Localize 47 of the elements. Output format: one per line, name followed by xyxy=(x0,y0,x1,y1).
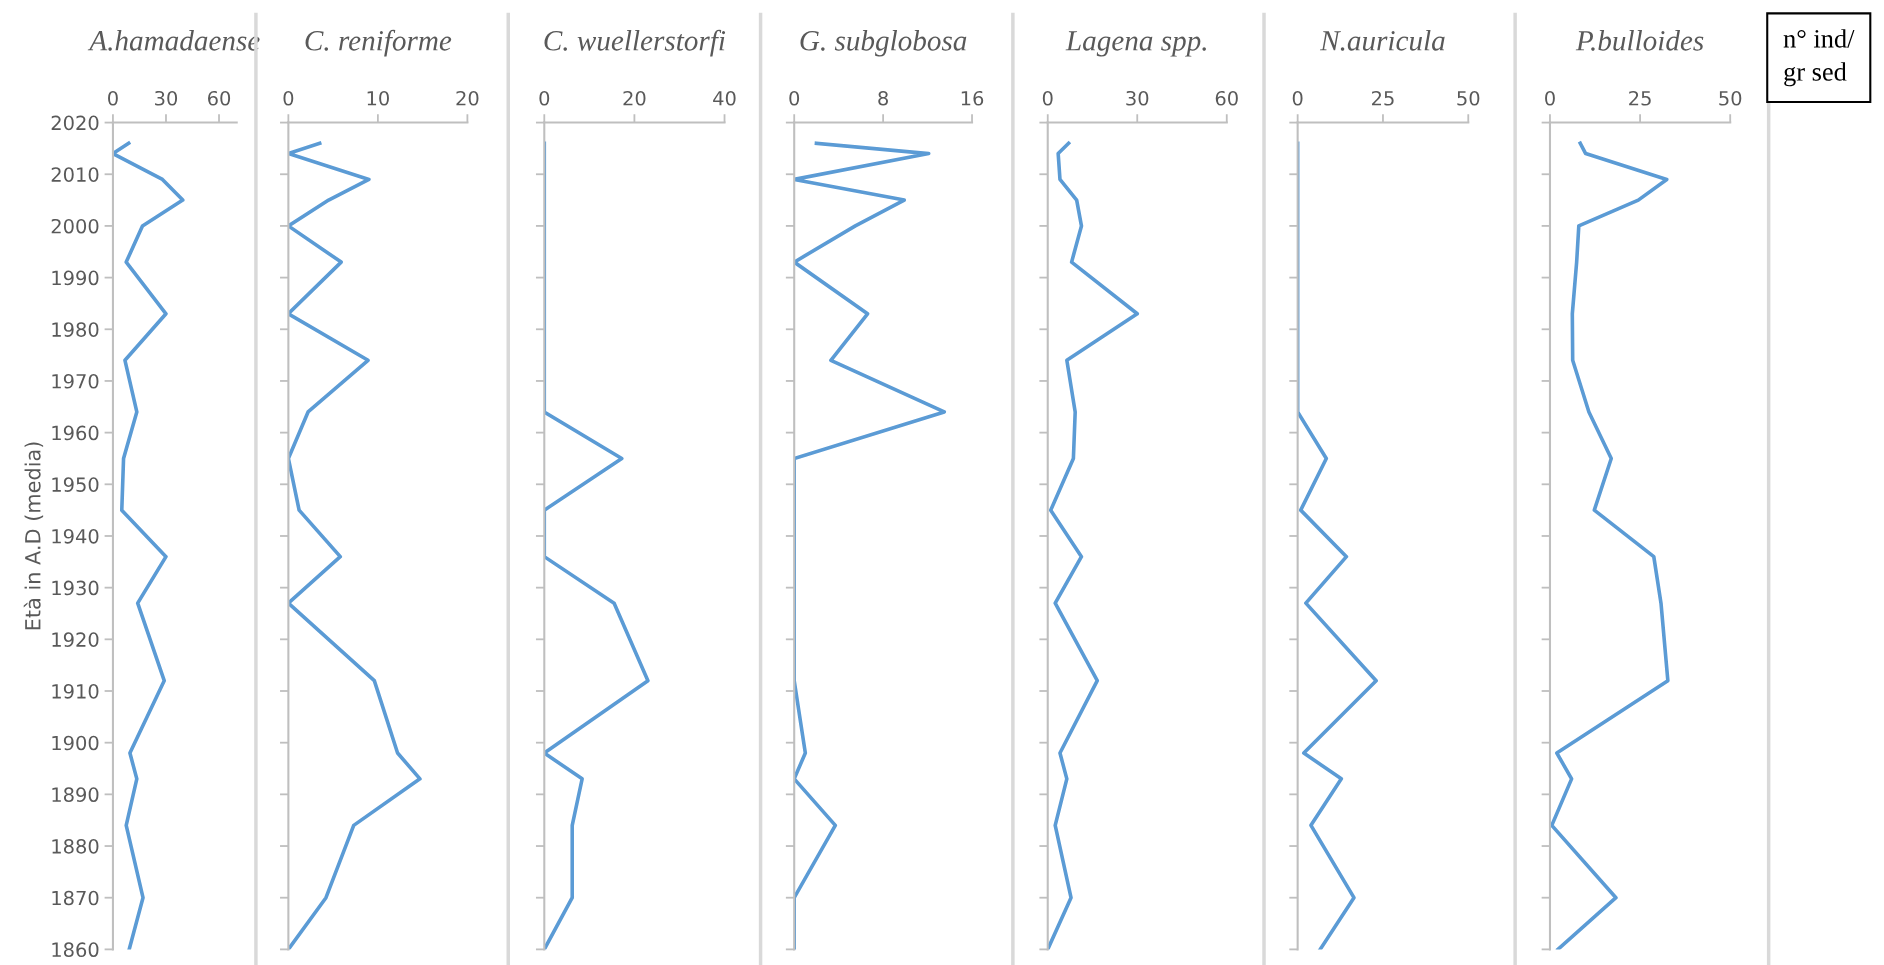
y-tick-label: 1920 xyxy=(52,632,99,647)
x-tick-label: 0 xyxy=(283,90,294,106)
x-tick-label: 50 xyxy=(1719,90,1742,106)
chart-title: C. wuellerstorfi xyxy=(544,29,726,57)
x-tick-label: 0 xyxy=(1545,90,1555,106)
y-tick-label: 1880 xyxy=(52,838,99,854)
y-axis-title: Età in A.D (media) xyxy=(23,442,44,630)
x-tick-label: 0 xyxy=(108,90,118,106)
x-tick-label: 30 xyxy=(155,90,178,106)
x-tick-label: 30 xyxy=(1126,90,1149,106)
y-tick-label: 1950 xyxy=(52,477,99,492)
chart-title: Lagena spp. xyxy=(1065,31,1206,57)
y-tick-label: 1910 xyxy=(52,683,99,699)
y-tick-label: 1960 xyxy=(52,425,99,441)
x-tick-label: 50 xyxy=(1457,90,1480,106)
y-tick-label: 1970 xyxy=(52,373,99,389)
y-tick-label: 1890 xyxy=(52,787,99,803)
text: n° ind/ gr sed xyxy=(1783,29,1855,87)
y-tick-label: 1940 xyxy=(52,528,99,544)
x-tick-label: 8 xyxy=(878,90,888,106)
x-tick-label: 25 xyxy=(1629,90,1651,106)
y-tick-label: 1900 xyxy=(52,735,99,751)
y-tick-label: 1930 xyxy=(52,580,99,596)
x-tick-label: 10 xyxy=(367,90,389,106)
chart-title: N.auricula xyxy=(1319,30,1445,51)
y-tick-label: 2020 xyxy=(51,115,99,131)
y-tick-label: 1870 xyxy=(52,890,99,906)
x-tick-label: 25 xyxy=(1372,90,1394,106)
x-tick-label: 20 xyxy=(456,90,479,106)
x-tick-label: 0 xyxy=(1042,90,1053,106)
y-tick-label: 1990 xyxy=(52,270,99,286)
y-tick-label: 1860 xyxy=(52,942,99,958)
x-tick-label: 16 xyxy=(961,90,984,106)
x-tick-label: 0 xyxy=(539,90,550,106)
chart-title: A.hamadaense xyxy=(87,30,260,51)
y-tick-label: 1980 xyxy=(52,322,99,337)
y-tick-label: 2010 xyxy=(51,167,99,182)
chart-title: C. reniforme xyxy=(305,29,452,57)
y-tick-label: 2000 xyxy=(51,218,99,234)
x-tick-label: 0 xyxy=(1292,90,1303,106)
x-tick-label: 20 xyxy=(623,90,646,106)
chart-title: G. subglobosa xyxy=(800,30,967,57)
x-tick-label: 60 xyxy=(208,90,231,106)
x-tick-label: 40 xyxy=(713,90,736,106)
x-tick-label: 60 xyxy=(1215,90,1238,106)
x-tick-label: 0 xyxy=(789,90,800,106)
chart-title: P.bulloides xyxy=(1575,30,1704,51)
